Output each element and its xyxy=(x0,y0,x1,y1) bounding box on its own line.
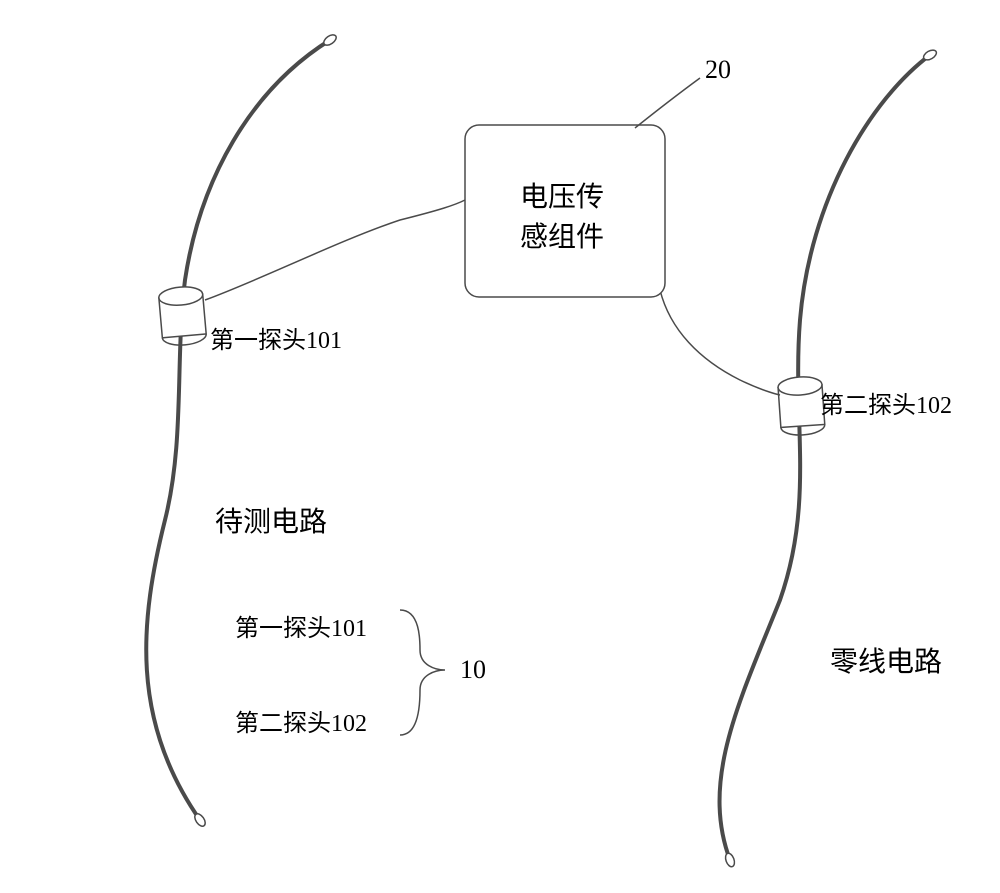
probe-2 xyxy=(777,376,825,437)
right-wire xyxy=(720,55,930,860)
probe-2-label: 第二探头102 xyxy=(820,385,952,420)
probe-1-label: 第一探头101 xyxy=(210,320,342,355)
lead-left xyxy=(205,200,465,300)
right-wire-label: 零线电路 xyxy=(830,640,942,680)
leader-20 xyxy=(635,78,700,128)
brace-item-1: 第一探头101 xyxy=(235,608,367,643)
sensor-box-text-1: 电压传 xyxy=(520,175,604,215)
brace-item-2: 第二探头102 xyxy=(235,703,367,738)
sensor-box-text-2: 感组件 xyxy=(520,215,604,255)
ref-20: 20 xyxy=(705,55,731,85)
diagram-canvas xyxy=(0,0,1000,893)
ref-10: 10 xyxy=(460,655,486,685)
lead-right xyxy=(660,290,780,395)
brace-10 xyxy=(400,610,445,735)
left-wire-label: 待测电路 xyxy=(215,500,327,540)
